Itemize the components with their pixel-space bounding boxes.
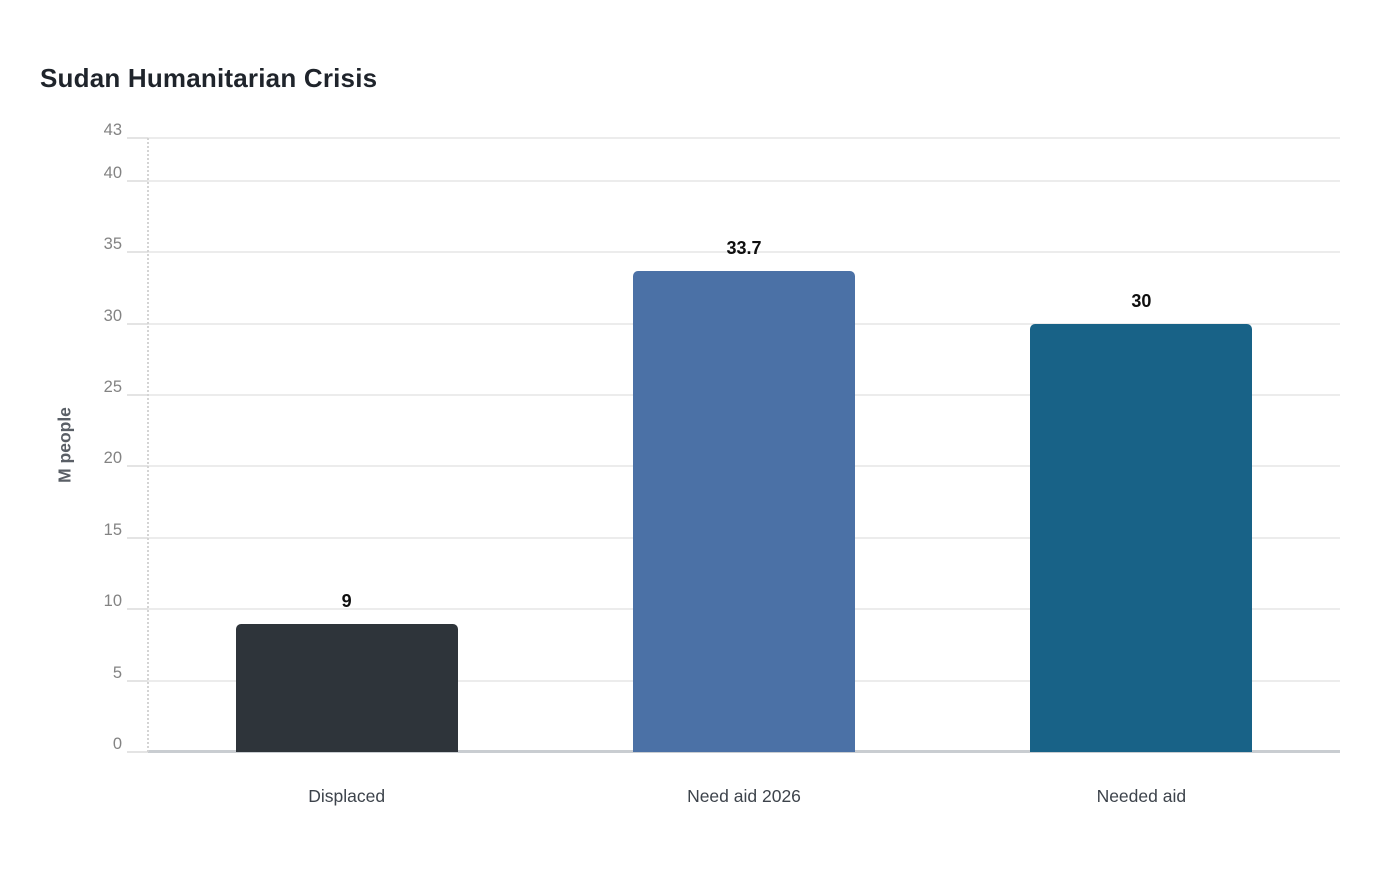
y-tick-mark [127,536,148,539]
gridline [148,251,1340,254]
y-tick-label: 0 [112,734,122,753]
x-category-label: Need aid 2026 [687,786,801,806]
bar-need-aid-2026 [633,270,855,752]
y-tick-mark [127,179,148,182]
gridline [148,137,1340,139]
y-tick-mark [127,394,148,397]
y-tick-label: 5 [112,663,122,682]
y-axis-line [147,138,149,752]
y-tick-mark [127,679,148,682]
gridline [148,179,1340,182]
bar-value-label: 33.7 [726,237,762,258]
y-tick-mark [127,608,148,611]
y-tick-mark [127,465,148,468]
x-category-label: Displaced [308,786,386,806]
y-tick-label: 15 [103,520,122,539]
y-tick-label: 10 [103,591,122,610]
plot-area: 0 5 10 15 20 25 30 35 40 43 9 33.7 30 [104,122,1340,753]
y-tick-label: 35 [103,234,122,253]
y-tick-label: 43 [103,120,122,139]
y-axis-title: M people [54,407,75,483]
chart-title: Sudan Humanitarian Crisis [40,63,378,93]
bar-value-label: 30 [1131,290,1152,311]
y-tick-label: 30 [103,306,122,325]
bar-value-label: 9 [341,590,352,611]
y-tick-label: 40 [103,163,122,182]
y-tick-mark [127,251,148,254]
x-category-label: Needed aid [1096,786,1187,806]
y-tick-mark [127,322,148,325]
y-tick-label: 20 [103,449,122,468]
bar-needed-aid [1030,323,1253,752]
y-tick-mark [127,137,148,139]
y-tick-mark [127,751,148,753]
y-tick-label: 25 [103,377,122,396]
bar-displaced [235,623,458,752]
